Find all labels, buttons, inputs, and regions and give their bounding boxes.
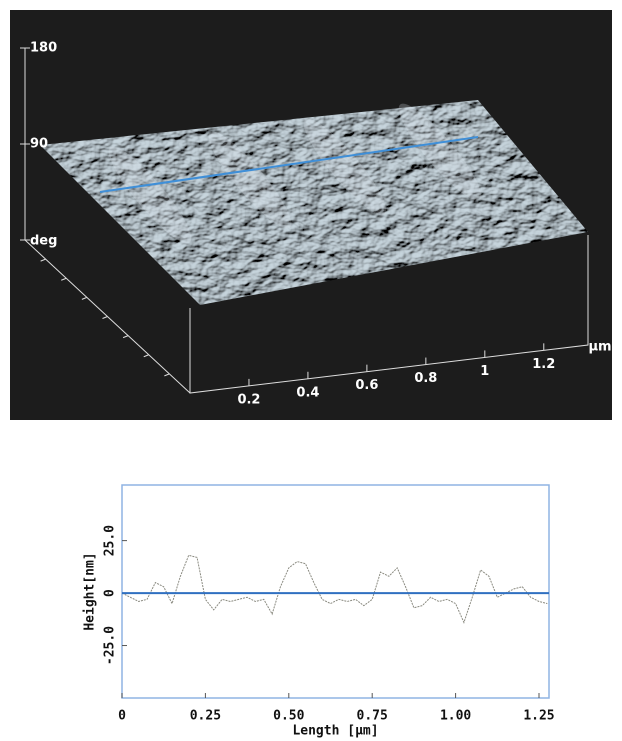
y-tick-label: 0 — [103, 589, 118, 597]
x-tick-label: 1.00 — [440, 709, 471, 724]
profile-line — [122, 555, 547, 622]
x-tick-label: 1.25 — [523, 709, 554, 724]
x-tick-label: 0.25 — [190, 709, 221, 724]
x-tick-label: 0.8 — [414, 371, 437, 386]
x-tick-label: 1 — [480, 364, 489, 379]
z-tick-label: 180 — [30, 41, 57, 56]
x-tick-label: 0.4 — [296, 385, 319, 400]
plot-frame — [122, 485, 549, 698]
y-tick-label: 25.0 — [103, 525, 118, 556]
figure: 180 90 deg 0.2 0.4 0.6 0.8 1 1.2 µm 25.0 0 -25.0 0 0.… — [0, 0, 622, 741]
z-tick-label: 90 — [30, 137, 48, 152]
surface-panel: 180 90 deg 0.2 0.4 0.6 0.8 1 1.2 µm — [10, 10, 612, 420]
x-tick-label: 0.2 — [237, 392, 260, 407]
x-tick-label: 0.50 — [273, 709, 304, 724]
x-tick-label: 0.6 — [355, 378, 378, 393]
y-tick-label: -25.0 — [103, 626, 118, 665]
x-axis-label: Length [µm] — [292, 724, 378, 739]
x-axis-label: µm — [588, 340, 611, 355]
y-axis-label: Height[nm] — [83, 552, 98, 630]
profile-panel: 25.0 0 -25.0 0 0.25 0.50 0.75 1.00 1.25 Length [µ… — [83, 485, 555, 739]
x-tick-label: 0 — [118, 709, 126, 724]
z-axis-label: deg — [30, 234, 57, 249]
x-tick-label: 1.2 — [532, 357, 555, 372]
x-tick-label: 0.75 — [357, 709, 388, 724]
